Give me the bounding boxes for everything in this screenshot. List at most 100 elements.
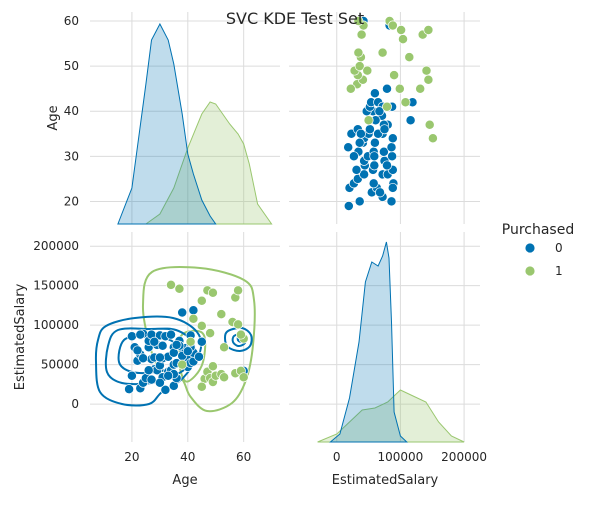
tick-label-age-y-3: 50	[64, 59, 79, 73]
point-age-salary-s1-25	[219, 342, 230, 353]
point-salary-age-s1-20	[389, 70, 400, 81]
point-age-salary-s0-44	[194, 351, 204, 362]
point-age-salary-s1-26	[238, 372, 249, 383]
tick-label-age-x-1: 40	[180, 450, 195, 464]
y-axis-label-salary: EstimatedSalary	[13, 283, 28, 390]
point-age-salary-s1-23	[207, 361, 218, 372]
point-salary-age-s0-58	[374, 106, 385, 117]
point-age-salary-s0-52	[132, 345, 143, 356]
point-salary-age-s1-6	[363, 115, 374, 126]
point-salary-age-s1-16	[356, 29, 367, 40]
legend-title: Purchased	[502, 222, 574, 238]
point-age-salary-s0-1	[126, 331, 137, 342]
point-age-salary-s1-15	[219, 372, 230, 383]
point-salary-age-s0-21	[343, 142, 354, 153]
tick-label-age-y-0: 20	[64, 194, 79, 208]
point-age-salary-s1-29	[233, 319, 244, 330]
point-salary-age-s1-7	[400, 97, 411, 108]
axis-labels: Age EstimatedSalary Age EstimatedSalary	[13, 105, 439, 488]
point-salary-age-s1-24	[415, 83, 426, 94]
tick-label-age-y-1: 30	[64, 149, 79, 163]
point-salary-age-s0-31	[364, 124, 375, 135]
point-salary-age-s0-50	[387, 182, 398, 193]
point-salary-age-s1-3	[421, 65, 432, 76]
legend-marker-1	[524, 265, 536, 277]
point-salary-age-s0-51	[348, 151, 359, 162]
point-salary-age-s0-54	[387, 133, 398, 144]
point-age-salary-s1-1	[174, 283, 185, 294]
point-salary-age-s1-22	[387, 20, 398, 31]
kde-age-0	[117, 22, 217, 225]
point-salary-age-s1-19	[398, 34, 408, 45]
point-salary-age-s0-63	[354, 196, 365, 207]
legend-label-0: 0	[555, 241, 563, 255]
point-salary-age-s0-46	[382, 83, 392, 94]
point-age-salary-s0-21	[160, 384, 171, 395]
point-age-salary-s0-56	[149, 336, 160, 347]
point-age-salary-s0-61	[188, 305, 199, 316]
legend: Purchased 0 1	[502, 222, 574, 278]
tick-label-salary-x-2: 200000	[441, 450, 487, 464]
point-salary-age-s1-21	[345, 83, 356, 94]
point-age-salary-s0-58	[182, 346, 193, 357]
point-age-salary-s0-53	[146, 374, 157, 385]
point-salary-age-s0-1	[386, 196, 397, 207]
point-age-salary-s0-20	[157, 340, 168, 351]
panel-age-kde	[90, 12, 280, 225]
tick-label-salary-x-0: 0	[333, 450, 341, 464]
point-salary-age-s0-24	[369, 137, 380, 148]
point-age-salary-s0-54	[166, 329, 176, 340]
point-age-salary-s1-3	[207, 287, 218, 298]
tick-label-salary-y-3: 150000	[33, 279, 79, 293]
point-salary-age-s1-28	[404, 52, 415, 63]
point-salary-age-s0-14	[369, 160, 380, 171]
tick-label-salary-y-1: 50000	[41, 358, 79, 372]
point-age-salary-s0-46	[196, 336, 207, 347]
point-age-salary-s0-50	[135, 329, 146, 340]
point-salary-age-s0-57	[354, 137, 365, 148]
panel-salary-kde	[289, 232, 480, 443]
tick-label-salary-x-1: 100000	[378, 450, 424, 464]
point-salary-age-s1-25	[377, 47, 388, 58]
point-salary-age-s0-20	[378, 146, 389, 157]
point-salary-age-s1-29	[396, 25, 407, 35]
point-salary-age-s0-64	[379, 124, 390, 135]
tick-label-age-y-2: 40	[64, 104, 79, 118]
point-age-salary-s1-7	[188, 313, 199, 324]
point-age-salary-s1-0	[166, 279, 176, 290]
legend-marker-0	[524, 242, 536, 254]
point-salary-age-s0-52	[375, 187, 385, 198]
point-salary-age-s1-27	[382, 101, 392, 112]
tick-label-age-x-0: 20	[124, 450, 139, 464]
point-salary-age-s1-15	[353, 47, 364, 58]
point-salary-age-s1-0	[427, 133, 438, 144]
point-age-salary-s0-0	[124, 384, 135, 395]
point-age-salary-s0-51	[154, 377, 165, 388]
tick-label-age-x-2: 60	[236, 450, 251, 464]
panel-salary-kde-bg	[289, 232, 480, 442]
point-salary-age-s1-23	[362, 65, 373, 76]
point-salary-age-s0-41	[405, 115, 416, 126]
tick-label-salary-y-4: 200000	[33, 239, 79, 253]
point-age-salary-s0-64	[171, 339, 182, 350]
kde-age-1	[144, 101, 273, 225]
tick-label-age-y-4: 60	[64, 14, 79, 28]
point-age-salary-s1-5	[233, 285, 244, 296]
point-salary-age-s0-22	[386, 142, 397, 153]
point-salary-age-s0-44	[369, 88, 380, 99]
point-age-salary-s0-41	[177, 307, 188, 318]
point-salary-age-s1-8	[394, 83, 405, 94]
point-age-salary-s0-57	[163, 370, 174, 381]
point-salary-age-s1-5	[423, 25, 434, 35]
point-age-salary-s1-28	[216, 309, 227, 320]
point-age-salary-s1-22	[235, 329, 246, 340]
point-age-salary-s0-65	[154, 352, 165, 363]
point-salary-age-s0-53	[351, 164, 362, 175]
x-axis-label-salary: EstimatedSalary	[332, 473, 439, 488]
kde-salary-0	[329, 241, 409, 443]
point-salary-age-s1-26	[353, 16, 364, 26]
x-axis-label-age: Age	[172, 473, 197, 488]
point-salary-age-s0-56	[382, 160, 392, 171]
